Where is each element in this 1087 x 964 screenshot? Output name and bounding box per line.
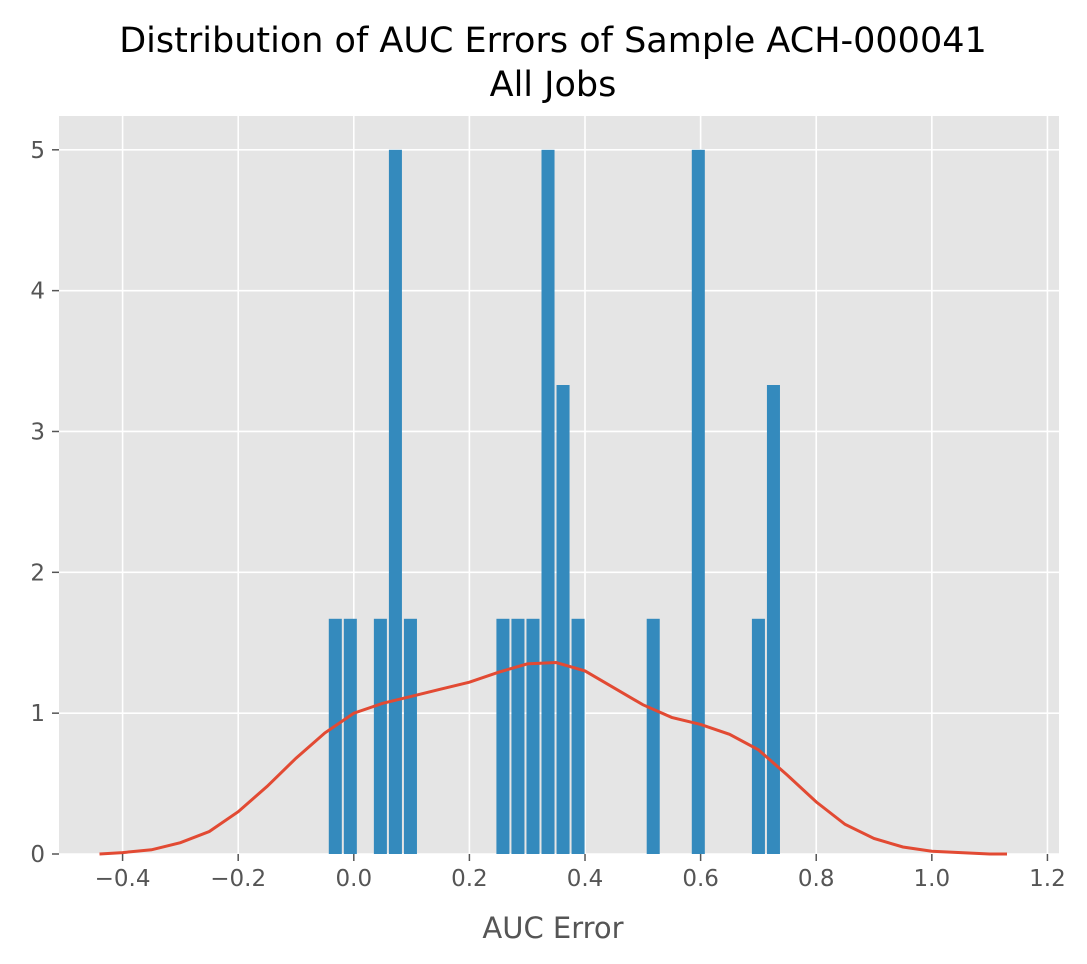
histogram-bar <box>343 618 357 854</box>
y-tick-label: 4 <box>30 279 45 305</box>
chart-subtitle: All Jobs <box>490 65 617 105</box>
histogram-bars <box>328 149 780 855</box>
histogram-bar <box>556 385 570 854</box>
histogram-bar <box>751 618 765 854</box>
histogram-bar <box>496 618 510 854</box>
x-tick-label: 0.2 <box>451 866 488 892</box>
y-tick-label: 2 <box>30 560 45 586</box>
x-axis-ticks: −0.4 −0.2 0.0 0.2 0.4 0.6 0.8 1.0 1.2 <box>95 854 1066 892</box>
histogram-bar <box>691 149 705 855</box>
y-tick-label: 0 <box>30 842 45 868</box>
x-tick-label: 1.2 <box>1029 866 1066 892</box>
y-tick-label: 3 <box>30 419 45 445</box>
x-tick-label: 0.0 <box>336 866 373 892</box>
histogram-bar <box>373 618 387 854</box>
x-tick-label: −0.2 <box>210 866 266 892</box>
x-tick-label: 1.0 <box>914 866 951 892</box>
histogram-bar <box>526 618 540 854</box>
chart-title: Distribution of AUC Errors of Sample ACH… <box>119 21 987 61</box>
x-axis-label: AUC Error <box>482 911 623 945</box>
histogram-bar <box>511 618 525 854</box>
histogram-bar <box>388 149 402 855</box>
x-tick-label: 0.8 <box>798 866 835 892</box>
y-tick-label: 5 <box>30 138 45 164</box>
histogram-bar <box>541 149 555 855</box>
histogram-bar <box>403 618 417 854</box>
histogram-bar <box>646 618 660 854</box>
histogram-bar <box>328 618 342 854</box>
x-tick-label: −0.4 <box>95 866 151 892</box>
histogram-bar <box>571 618 585 854</box>
y-axis-ticks: 0 1 2 3 4 5 <box>30 138 59 868</box>
kde-line <box>99 660 1007 856</box>
y-tick-label: 1 <box>30 701 45 727</box>
x-tick-label: 0.6 <box>682 866 719 892</box>
x-tick-label: 0.4 <box>567 866 604 892</box>
histogram-bar <box>766 385 780 854</box>
